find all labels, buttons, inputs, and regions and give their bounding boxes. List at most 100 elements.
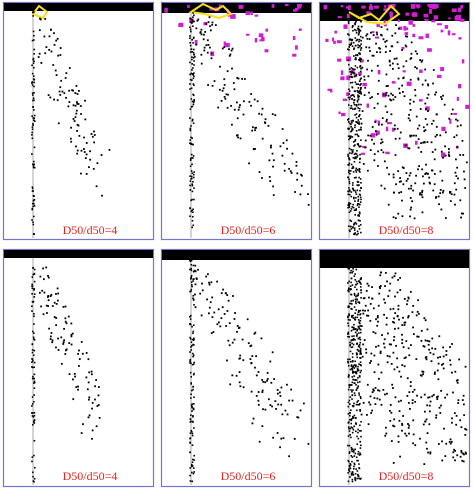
particle: [434, 135, 437, 138]
particle: [229, 53, 232, 56]
particle: [357, 337, 360, 340]
particle: [453, 136, 456, 139]
wall-particle: [356, 459, 358, 462]
particle: [373, 107, 376, 109]
particle: [456, 381, 459, 384]
particle: [457, 399, 460, 402]
particle: [412, 333, 415, 335]
particle: [428, 348, 431, 351]
wall-particle: [360, 128, 362, 131]
particle: [391, 45, 394, 48]
wall-particle: [360, 331, 362, 334]
particle: [193, 53, 195, 56]
particle: [417, 77, 420, 80]
wall-particle: [357, 25, 360, 28]
particle: [295, 161, 298, 163]
wall-particle: [357, 27, 359, 30]
wall-particle: [350, 105, 353, 107]
particle: [444, 396, 447, 399]
particle: [193, 269, 196, 272]
wall-particle: [348, 138, 350, 141]
wall-particle: [351, 167, 353, 170]
wall-particle: [193, 427, 195, 429]
wall-particle: [360, 397, 362, 400]
particle: [220, 317, 223, 320]
wall-particle: [354, 379, 356, 381]
wall-particle: [353, 463, 356, 466]
particle: [380, 142, 382, 145]
particle: [384, 426, 387, 429]
magenta-particle: [403, 25, 407, 31]
wall-particle: [347, 316, 349, 319]
particle: [423, 393, 426, 396]
particle: [397, 440, 400, 443]
particle: [453, 182, 456, 185]
particle: [88, 414, 91, 417]
particle: [441, 179, 444, 182]
wall-particle: [358, 109, 361, 112]
particle: [50, 332, 53, 334]
wall-particle: [348, 414, 351, 417]
particle: [272, 194, 275, 196]
wall-particle: [354, 133, 357, 136]
particle: [463, 170, 465, 173]
particle: [57, 292, 59, 295]
particle: [351, 98, 353, 100]
particle: [275, 408, 277, 410]
particle: [255, 394, 258, 397]
particle: [251, 355, 254, 358]
particle: [394, 137, 397, 140]
wall-particle: [350, 472, 353, 475]
particle: [369, 50, 371, 52]
particle: [445, 442, 448, 445]
wall-particle: [351, 376, 354, 378]
particle: [235, 374, 238, 377]
particle: [376, 316, 379, 319]
particle: [359, 59, 361, 61]
wall-particle: [192, 332, 194, 335]
wall-particle: [347, 289, 349, 292]
particle: [65, 322, 68, 325]
particle: [374, 332, 377, 335]
particle: [84, 157, 87, 160]
wall-particle: [357, 431, 359, 434]
wall-particle: [348, 90, 351, 92]
particle: [408, 354, 411, 357]
particle: [288, 167, 291, 170]
wall-particle: [348, 49, 350, 51]
wall-particle: [33, 339, 36, 341]
particle: [285, 139, 288, 142]
wall-particle: [33, 268, 36, 271]
particle: [389, 282, 392, 285]
particle: [296, 416, 299, 419]
magenta-particle: [295, 45, 298, 50]
magenta-particle: [440, 29, 444, 33]
magenta-particle: [292, 53, 297, 57]
wall-particle: [192, 373, 195, 376]
particle: [72, 104, 75, 107]
wall-particle: [191, 465, 194, 467]
wall-particle: [190, 393, 192, 396]
particle: [450, 113, 453, 115]
particle: [65, 96, 67, 99]
particle: [459, 124, 462, 127]
particle: [254, 331, 257, 334]
wall-particle: [33, 293, 36, 295]
wall-particle: [33, 199, 36, 201]
particle: [250, 362, 253, 364]
particle: [374, 403, 377, 405]
wall-particle: [349, 193, 351, 196]
particle: [63, 92, 66, 95]
magenta-particle: [265, 28, 269, 32]
wall-particle: [355, 208, 358, 210]
particle: [351, 25, 354, 27]
panel-frame: [160, 248, 313, 488]
wall-particle: [32, 480, 35, 482]
wall-particle: [189, 362, 191, 364]
wall-particle: [360, 283, 362, 285]
particle: [442, 94, 444, 97]
particle: [40, 305, 43, 308]
particle: [407, 347, 410, 350]
wall-particle: [352, 182, 354, 184]
particle: [76, 101, 78, 104]
